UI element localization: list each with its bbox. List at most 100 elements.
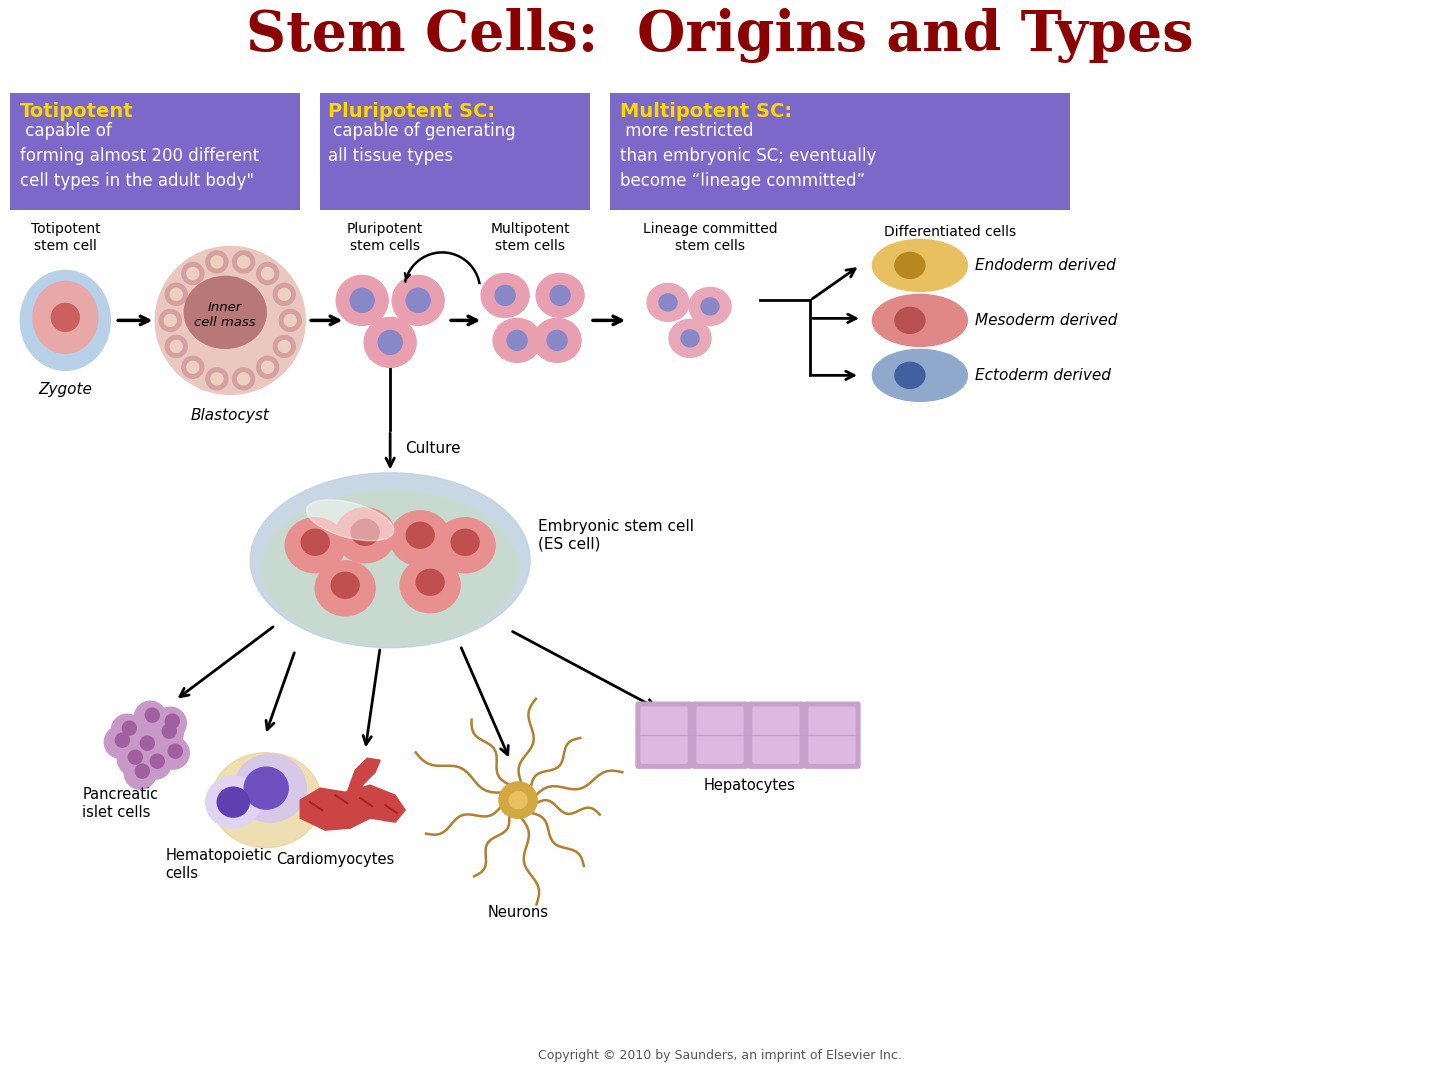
Ellipse shape [245,767,288,809]
Text: Pluripotent
stem cells: Pluripotent stem cells [347,222,423,253]
Ellipse shape [262,490,517,646]
Circle shape [128,751,143,765]
Circle shape [145,708,160,723]
FancyBboxPatch shape [747,702,804,768]
Ellipse shape [301,529,330,555]
Circle shape [187,268,199,280]
Circle shape [181,262,204,284]
Ellipse shape [894,253,924,279]
Circle shape [187,362,199,374]
Ellipse shape [647,283,688,322]
Text: capable of generating
all tissue types: capable of generating all tissue types [328,122,516,165]
Ellipse shape [510,792,527,809]
Text: Neurons: Neurons [488,905,549,920]
Circle shape [274,336,295,357]
Ellipse shape [251,473,530,648]
Circle shape [233,251,255,273]
Ellipse shape [364,318,416,367]
Ellipse shape [688,287,732,325]
Ellipse shape [390,511,451,566]
Ellipse shape [873,240,968,292]
Ellipse shape [670,320,711,357]
Ellipse shape [392,275,444,325]
Text: Multipotent SC:: Multipotent SC: [621,103,792,121]
Ellipse shape [500,782,537,819]
Circle shape [164,314,176,326]
FancyBboxPatch shape [693,702,747,768]
Circle shape [122,721,137,735]
FancyBboxPatch shape [611,93,1070,211]
Text: Inner
cell mass: Inner cell mass [194,301,256,329]
Circle shape [130,729,161,761]
Circle shape [238,256,249,268]
FancyBboxPatch shape [10,93,300,211]
Text: Zygote: Zygote [39,382,92,397]
Ellipse shape [660,294,677,311]
Ellipse shape [20,270,111,370]
Ellipse shape [351,519,379,545]
Ellipse shape [435,517,495,572]
Circle shape [206,368,228,390]
Text: Lineage committed
stem cells: Lineage committed stem cells [642,222,778,253]
Ellipse shape [894,308,924,334]
Ellipse shape [492,319,541,363]
Ellipse shape [212,753,321,848]
FancyBboxPatch shape [753,707,799,764]
Circle shape [233,368,255,390]
Text: Totipotent
stem cell: Totipotent stem cell [30,222,101,253]
Ellipse shape [894,363,924,389]
Ellipse shape [416,569,444,595]
Text: Hematopoietic
cells: Hematopoietic cells [166,848,272,880]
Circle shape [284,314,297,326]
Circle shape [206,251,228,273]
Text: Multipotent
stem cells: Multipotent stem cells [490,222,570,253]
Ellipse shape [495,285,516,306]
Text: more restricted
than embryonic SC; eventually
become “lineage committed”: more restricted than embryonic SC; event… [621,122,877,190]
Circle shape [124,757,157,789]
FancyBboxPatch shape [804,702,860,768]
FancyBboxPatch shape [697,707,743,764]
Circle shape [170,340,183,352]
Circle shape [166,283,187,306]
Text: Differentiated cells: Differentiated cells [884,226,1017,240]
Circle shape [181,356,204,378]
Ellipse shape [533,319,582,363]
Circle shape [210,256,223,268]
Ellipse shape [681,329,698,347]
Circle shape [274,283,295,306]
Circle shape [166,714,179,728]
Ellipse shape [33,282,98,353]
Ellipse shape [217,787,249,818]
Circle shape [140,737,154,751]
Ellipse shape [52,303,79,332]
Text: Ectoderm derived: Ectoderm derived [975,368,1110,382]
Circle shape [154,707,186,739]
Circle shape [256,356,278,378]
Circle shape [168,744,183,758]
Text: Endoderm derived: Endoderm derived [975,258,1116,273]
Circle shape [157,738,189,769]
FancyBboxPatch shape [809,707,855,764]
Circle shape [210,373,223,384]
Ellipse shape [336,275,389,325]
Circle shape [163,725,176,738]
Ellipse shape [701,298,719,315]
Ellipse shape [536,273,585,318]
FancyBboxPatch shape [636,702,693,768]
Ellipse shape [315,561,376,616]
Text: Stem Cells:  Origins and Types: Stem Cells: Origins and Types [246,8,1194,63]
Text: Blastocyst: Blastocyst [192,408,269,423]
Text: Hepatocytes: Hepatocytes [704,779,796,793]
Ellipse shape [547,330,567,350]
Circle shape [262,362,274,374]
Ellipse shape [336,508,395,563]
Circle shape [140,747,171,779]
Circle shape [111,714,144,746]
Circle shape [160,309,181,332]
Text: Embryonic stem cell
(ES cell): Embryonic stem cell (ES cell) [539,519,694,552]
Text: Culture: Culture [405,441,461,456]
Text: Pancreatic
islet cells: Pancreatic islet cells [82,787,158,820]
Circle shape [262,268,274,280]
Text: Totipotent: Totipotent [20,103,134,121]
Ellipse shape [156,246,305,394]
